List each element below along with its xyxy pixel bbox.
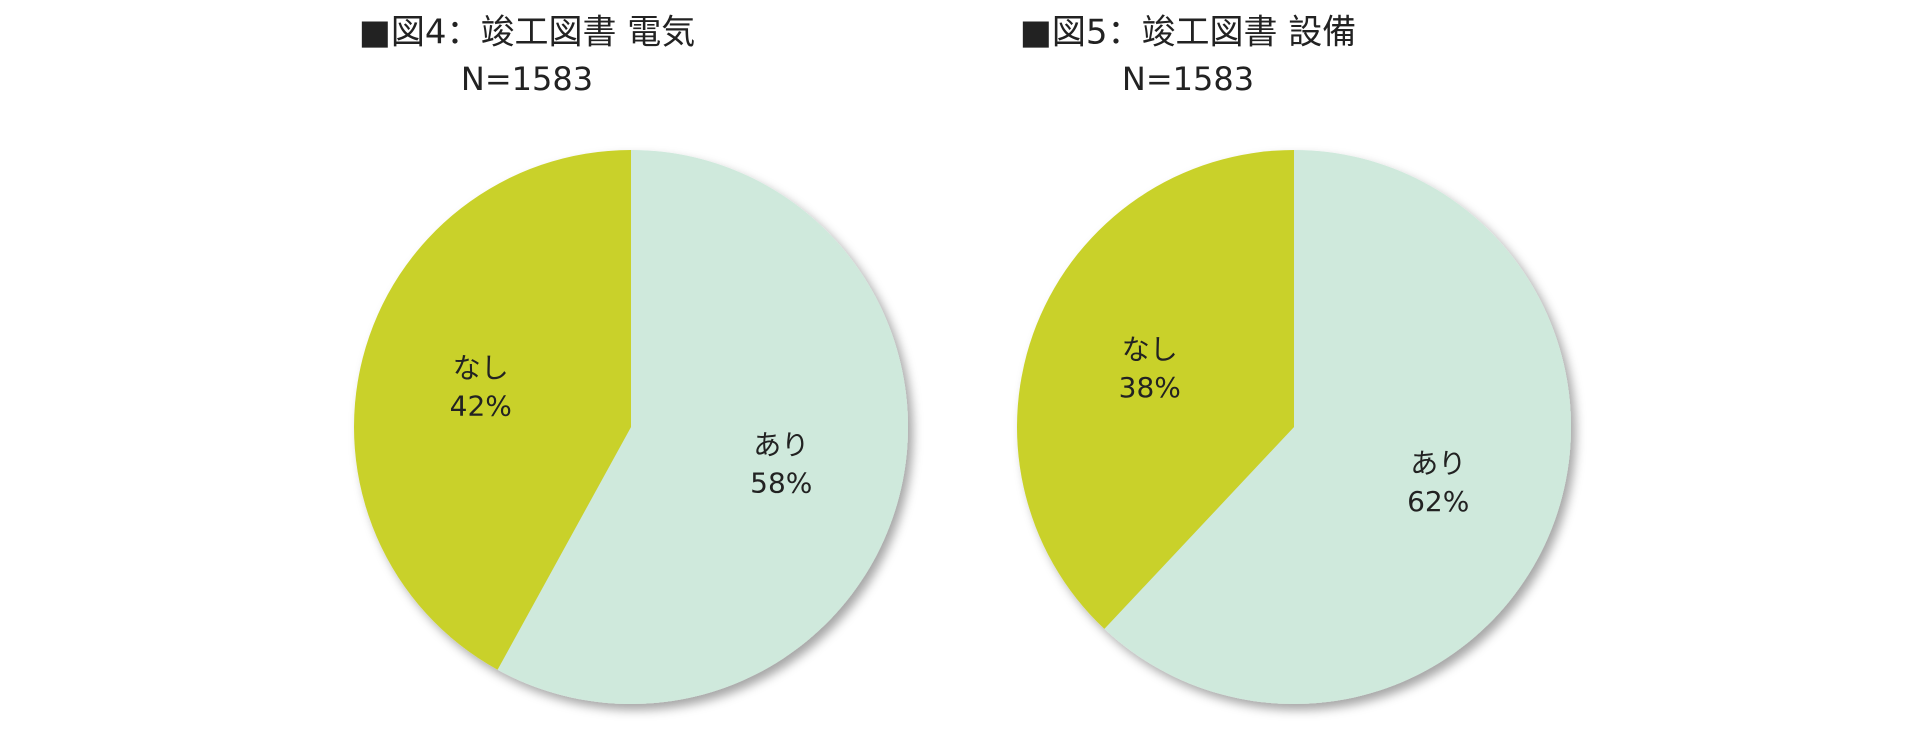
chart-subtitle: N=1583	[1122, 60, 1254, 98]
pie-slice	[1104, 150, 1571, 704]
chart-title: ■図4：竣工図書 電気	[359, 13, 696, 53]
slice-category: あり	[753, 429, 809, 462]
chart-subtitle: N=1583	[461, 60, 593, 98]
slice-category: なし	[453, 351, 509, 384]
slice-category: あり	[1410, 447, 1466, 480]
pie-slice	[497, 150, 908, 704]
slice-value-label: 58%	[750, 467, 812, 500]
pie-slice	[354, 150, 631, 670]
slice-value-label: 62%	[1407, 485, 1469, 518]
pie	[354, 150, 908, 704]
pie	[1017, 150, 1571, 704]
slice-category: なし	[1122, 333, 1178, 366]
slice-value-label: 42%	[450, 389, 512, 422]
chart-title: ■図5：竣工図書 設備	[1020, 13, 1357, 53]
pie-slice	[1017, 150, 1294, 629]
slice-value-label: 38%	[1119, 371, 1181, 404]
